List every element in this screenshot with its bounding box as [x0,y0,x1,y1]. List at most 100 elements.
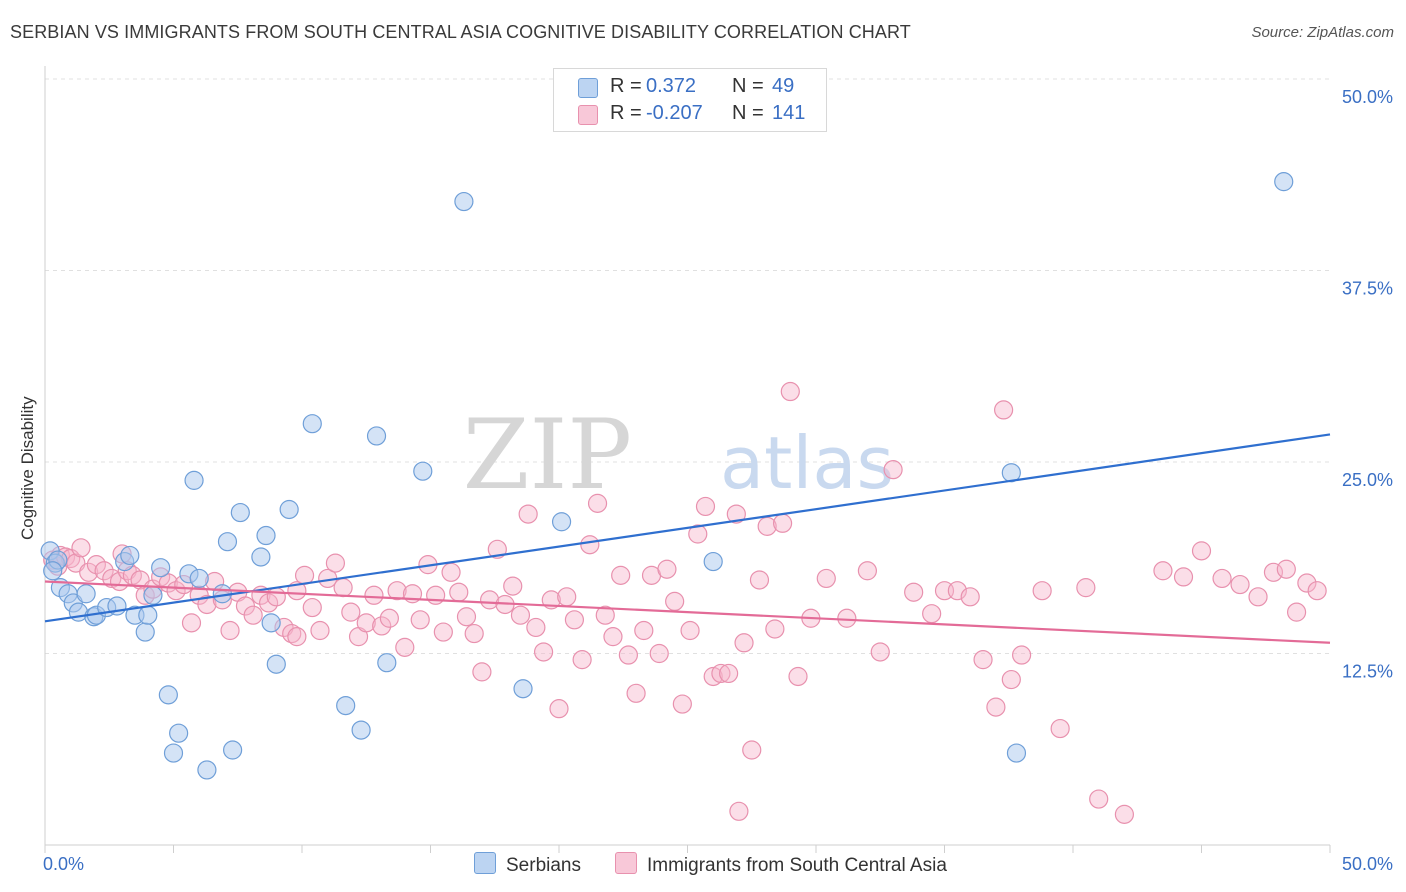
immigrant-point [518,504,538,524]
immigrant-point [1212,568,1232,589]
legend-r-value: -0.207 [646,102,703,124]
immigrant-point [883,460,903,480]
immigrant-point [587,493,608,513]
serbian-point [230,502,250,523]
immigrant-point [772,513,793,533]
trend-lines [44,433,1331,644]
immigrant-point [94,561,114,581]
immigrant-point [904,582,924,602]
immigrant-point [387,581,407,601]
immigrant-point [729,801,749,821]
legend-label-serbians: Serbians [506,855,581,876]
immigrant-point [1173,567,1194,587]
legend-item-immigrants: Immigrants from South Central Asia [615,852,947,877]
immigrant-point [580,535,600,555]
immigrant-point [287,627,307,647]
serbian-point [366,426,387,446]
immigrant-point [1248,587,1268,607]
immigrant-point [780,381,800,402]
immigrant-point [86,555,107,575]
immigrant-point [1153,561,1173,581]
immigrant-point [595,605,615,625]
legend-n-value: 141 [772,102,806,124]
immigrant-point [79,562,99,582]
legend-r-value: 0.372 [646,75,697,97]
immigrant-point [1297,573,1317,593]
immigrant-point [1276,559,1296,579]
immigrant-point [533,642,554,662]
serbian-point [251,547,271,567]
serbian-point [256,525,276,546]
immigrant-point [657,559,677,579]
serbian-point [184,470,204,490]
immigrant-point [973,650,993,670]
legend-label-immigrants: Immigrants from South Central Asia [647,855,947,876]
serbian-point [1274,172,1294,192]
immigrant-point [464,623,484,644]
legend-r-label: R = [610,75,642,97]
immigrant-point [333,578,353,598]
immigrant-point [243,605,263,625]
immigrant-point [986,697,1006,717]
y-tick-label: 25.0% [1342,470,1393,490]
serbian-point [413,461,433,481]
immigrant-point [603,627,623,647]
legend-swatch-immigrants [615,852,637,874]
serbian-point [76,584,96,604]
immigrant-point [788,666,808,687]
immigrant-point [765,619,785,639]
immigrant-point [266,587,286,607]
serbian-point [217,532,238,552]
legend-n-value: 49 [772,75,795,97]
serbian-point [158,685,178,705]
immigrant-point [441,562,461,582]
immigrant-point [325,553,346,573]
grid-lines [45,78,1330,654]
legend-swatch-serbians [578,78,598,98]
serbian-point [135,622,155,642]
serbian-point [551,512,572,532]
serbian-point [169,723,189,743]
y-tick-label: 12.5% [1342,662,1393,682]
serbian-point [151,558,171,578]
x-tick-label: 0.0% [43,854,84,874]
immigrant-point [870,642,890,662]
immigrant-point [456,607,477,627]
immigrant-trend-line [44,580,1331,644]
legend-swatch-serbians [474,852,496,874]
immigrant-point [837,608,857,628]
serbian-point [120,545,140,566]
immigrant-point [1032,581,1052,601]
immigrant-point [1307,581,1327,601]
immigrant-point [742,740,762,760]
serbian-point [189,568,209,589]
immigrant-point [526,617,546,638]
legend-n-label: N = [732,102,764,124]
immigrant-point [572,650,592,670]
immigrant-point [1076,578,1096,598]
immigrant-point [449,582,469,602]
serbian-point [223,740,243,760]
immigrant-point [557,587,577,607]
immigrant-point [503,576,523,596]
immigrant-point [510,605,531,625]
serbian-trend-line [44,433,1331,623]
series-legend: Serbians Immigrants from South Central A… [0,852,1406,878]
serbian-point [43,561,63,581]
immigrant-point [197,594,217,615]
serbian-point [336,695,356,716]
immigrant-point [379,608,399,628]
immigrant-point [220,620,240,641]
immigrant-point [1001,669,1021,690]
serbian-point [513,679,533,699]
immigrant-point [395,637,415,657]
y-tick-label: 37.5% [1342,279,1393,299]
legend-swatch-immigrants [578,105,598,125]
serbian-point [703,551,723,572]
immigrant-point [680,620,700,641]
immigrant-point [665,591,685,612]
immigrant-point [372,616,392,636]
immigrant-point [166,581,186,601]
immigrant-point [1050,718,1070,739]
immigrant-point [102,568,122,589]
